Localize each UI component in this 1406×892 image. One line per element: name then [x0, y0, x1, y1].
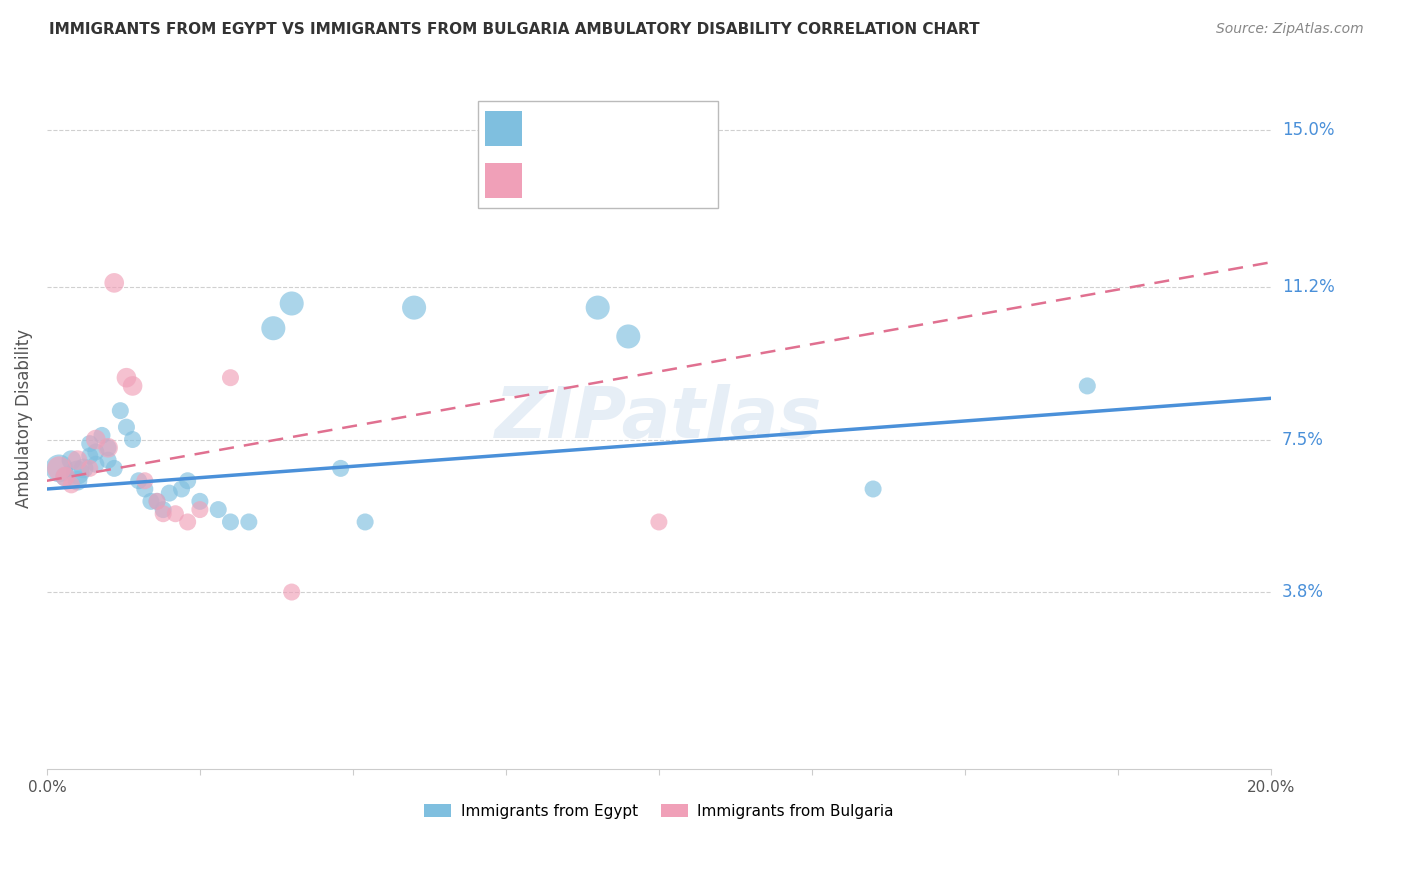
Point — [72, 461, 94, 475]
Text: 3.8%: 3.8% — [1282, 583, 1324, 601]
Point — [66, 466, 89, 480]
Point — [146, 494, 169, 508]
Point — [188, 502, 211, 516]
Point — [146, 494, 169, 508]
Point — [176, 515, 198, 529]
Point — [134, 482, 156, 496]
Point — [53, 469, 76, 483]
Point — [103, 461, 125, 475]
Point — [121, 379, 143, 393]
Point — [84, 445, 107, 459]
Point — [66, 474, 89, 488]
Point — [97, 441, 120, 455]
Point — [103, 276, 125, 290]
Point — [165, 507, 187, 521]
Point — [97, 441, 120, 455]
Point — [48, 461, 70, 475]
Legend: Immigrants from Egypt, Immigrants from Bulgaria: Immigrants from Egypt, Immigrants from B… — [418, 797, 900, 825]
Point — [60, 478, 83, 492]
Point — [53, 469, 76, 483]
Point — [97, 453, 120, 467]
Text: 15.0%: 15.0% — [1282, 121, 1334, 139]
Point — [238, 515, 260, 529]
Point — [262, 321, 284, 335]
Text: 7.5%: 7.5% — [1282, 431, 1324, 449]
Point — [188, 494, 211, 508]
Point — [219, 370, 242, 384]
Point — [128, 474, 150, 488]
Point — [79, 436, 101, 450]
Point — [586, 301, 609, 315]
Y-axis label: Ambulatory Disability: Ambulatory Disability — [15, 329, 32, 508]
Point — [121, 433, 143, 447]
Point — [404, 301, 426, 315]
Point — [170, 482, 193, 496]
Point — [60, 453, 83, 467]
Point — [66, 453, 89, 467]
Point — [152, 507, 174, 521]
Point — [354, 515, 377, 529]
Point — [176, 474, 198, 488]
Point — [1076, 379, 1098, 393]
Point — [219, 515, 242, 529]
Text: Source: ZipAtlas.com: Source: ZipAtlas.com — [1216, 22, 1364, 37]
Point — [617, 329, 640, 343]
Point — [157, 486, 180, 500]
Text: ZIPatlas: ZIPatlas — [495, 384, 823, 453]
Point — [79, 449, 101, 463]
Point — [84, 457, 107, 471]
Point — [91, 428, 114, 442]
Point — [280, 585, 302, 599]
Point — [648, 515, 671, 529]
Point — [84, 433, 107, 447]
Point — [280, 296, 302, 310]
Point — [329, 461, 352, 475]
Point — [48, 461, 70, 475]
Point — [110, 403, 132, 417]
Point — [79, 461, 101, 475]
Point — [139, 494, 162, 508]
Point — [862, 482, 884, 496]
Point — [115, 370, 138, 384]
Point — [134, 474, 156, 488]
Point — [152, 502, 174, 516]
Point — [115, 420, 138, 434]
Point — [207, 502, 229, 516]
Text: 11.2%: 11.2% — [1282, 278, 1334, 296]
Text: IMMIGRANTS FROM EGYPT VS IMMIGRANTS FROM BULGARIA AMBULATORY DISABILITY CORRELAT: IMMIGRANTS FROM EGYPT VS IMMIGRANTS FROM… — [49, 22, 980, 37]
